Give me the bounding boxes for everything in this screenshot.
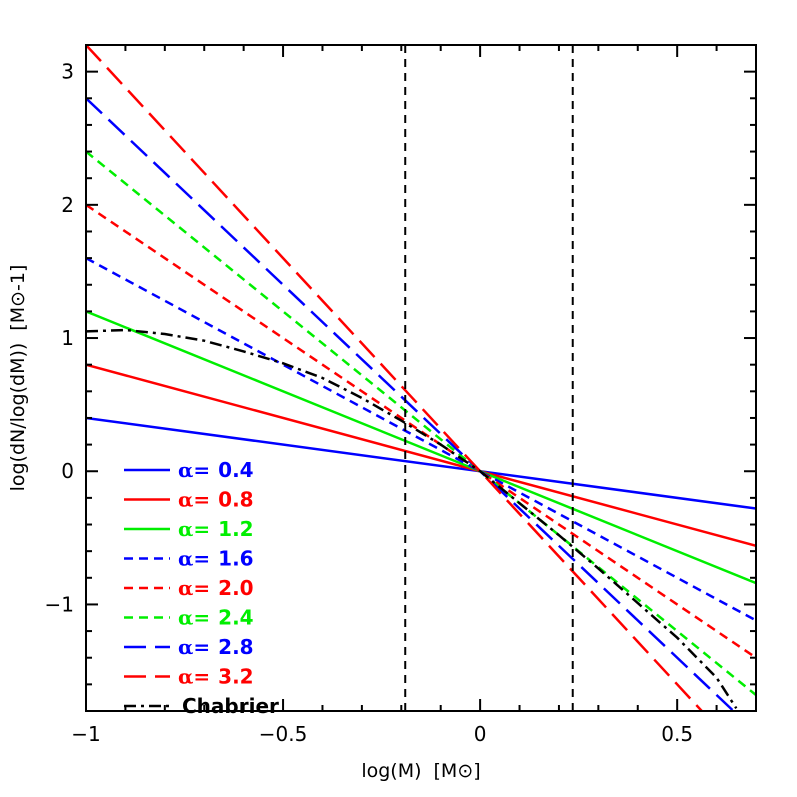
legend-label: α= 0.4 [178, 458, 254, 482]
x-tick-label: −0.5 [259, 722, 308, 746]
series-layer [86, 45, 756, 711]
legend-label: α= 0.8 [178, 488, 254, 512]
vertical-lines [404, 45, 574, 711]
series-line-alpha-0.4 [86, 416, 756, 510]
legend-label: α= 1.2 [178, 517, 254, 541]
legend-label: α= 2.8 [178, 635, 254, 659]
legend-label: α= 2.4 [178, 606, 254, 630]
x-axis-title: log(M) [M⊙] [361, 760, 480, 782]
series-line-chabrier [86, 328, 738, 709]
legend-label: α= 3.2 [178, 665, 254, 689]
y-tick-label: 1 [61, 326, 74, 350]
series-line-alpha-1.6 [86, 257, 756, 622]
series-line-alpha-3.2 [86, 45, 704, 711]
legend-label: α= 1.6 [178, 547, 254, 571]
series-line-alpha-0.8 [86, 363, 756, 548]
x-tick-label: 0.5 [661, 722, 693, 746]
axis-ticks: −1 −0.5 0 0.5 −1 0 1 2 3 [45, 44, 757, 746]
y-tick-label: 2 [61, 193, 74, 217]
series-line-alpha-2.4 [86, 150, 756, 696]
y-axis-title: log(dN/log(dM))[M⊙-1] [7, 265, 29, 492]
legend-label: Chabrier [182, 694, 279, 718]
x-tick-label: −1 [71, 722, 100, 746]
legend: α= 0.4 α= 0.8 α= 1.2 α= 1.6 α= 2.0 α= 2.4 α= 2.8 α= 3.2… [124, 458, 279, 718]
series-line-alpha-1.2 [86, 310, 756, 585]
plot-frame [85, 44, 757, 712]
y-tick-label: −1 [45, 592, 74, 616]
y-tick-label: 3 [61, 60, 74, 84]
legend-label: α= 2.0 [178, 576, 254, 600]
y-tick-label: 0 [61, 459, 74, 483]
x-tick-label: 0 [474, 722, 487, 746]
